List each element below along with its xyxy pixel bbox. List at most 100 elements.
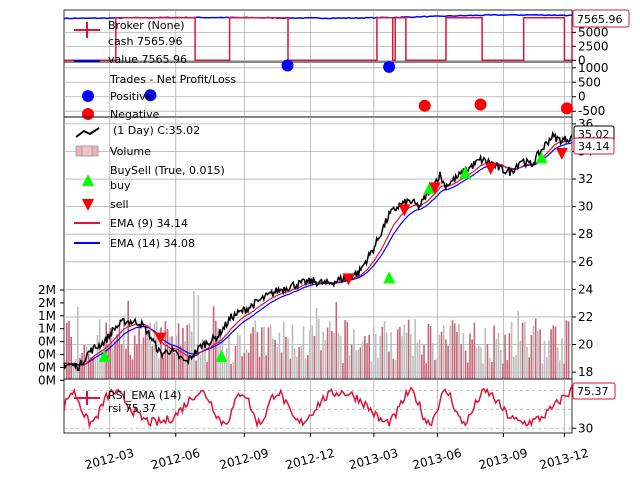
volume-bar (318, 319, 320, 379)
volume-bar (442, 325, 445, 379)
y-tick-label: 0 (578, 53, 586, 67)
cash-line (64, 17, 573, 62)
y-tick-label: 5000 (578, 25, 609, 39)
volume-bar (410, 334, 412, 379)
volume-bar (451, 320, 454, 379)
volume-bar (493, 325, 495, 379)
volume-bar (147, 324, 149, 379)
volume-bar (563, 363, 565, 379)
rsi-legend-title: RSI_EMA (14) (108, 389, 181, 402)
y-tick-label: -500 (578, 104, 605, 118)
volume-bar (375, 334, 377, 379)
volume-bar (559, 360, 561, 379)
x-tick-label: 2012-12 (284, 446, 336, 473)
volume-bar (445, 339, 447, 379)
volume-bar (539, 329, 541, 379)
volume-bar (495, 338, 498, 379)
volume-bar (129, 354, 132, 379)
volume-bar (416, 342, 419, 379)
volume-bar (515, 354, 517, 379)
volume-bar (388, 351, 390, 379)
volume-bar (464, 350, 467, 379)
volume-bar (339, 335, 342, 379)
volume-bar (326, 327, 329, 379)
volume-bar (79, 358, 81, 379)
volume-bar (372, 326, 375, 379)
volume-bar (258, 356, 261, 379)
volume-bar (280, 352, 283, 379)
volume-bar (429, 326, 432, 379)
volume-bar (394, 360, 397, 379)
volume-bar (190, 331, 193, 379)
volume-bar (488, 357, 491, 379)
x-tick-label: 2012-06 (149, 446, 201, 473)
volume-bar (467, 362, 469, 379)
volume-bar (436, 358, 438, 379)
trades-legend: Trades - Net Profit/Loss Positive Negati… (82, 73, 236, 121)
volume-bar (92, 358, 94, 379)
volume-bar (300, 345, 303, 379)
volume-bar (250, 333, 252, 379)
volume-bar (232, 362, 235, 379)
volume-bar (526, 346, 528, 379)
volume-bar (197, 294, 200, 379)
volume-bar (74, 359, 77, 379)
volume-bar (254, 320, 257, 379)
volume-bar (548, 340, 550, 379)
volume-bar (333, 332, 335, 379)
price-legend-ema9: EMA (9) 34.14 (110, 217, 188, 230)
volume-bar (425, 363, 427, 379)
rsi-legend: RSI_EMA (14) rsi 75.37 (74, 389, 181, 415)
x-tick-label: 2012-09 (218, 446, 270, 473)
volume-bar (234, 345, 237, 379)
volume-bar (215, 320, 217, 379)
y-tick-label: 22 (578, 310, 593, 324)
rsi-y-ticks: 30 (572, 421, 593, 435)
volume-bar (217, 327, 219, 379)
volume-bar (296, 357, 298, 379)
price-legend-sell: sell (110, 198, 129, 211)
volume-bar (276, 346, 278, 379)
volume-tick-label: 2M (38, 283, 56, 297)
x-tick-label: 2013-06 (411, 446, 463, 473)
positive-marker-icon (82, 90, 94, 102)
volume-bar (471, 339, 473, 379)
volume-bar (204, 342, 206, 379)
volume-bar (502, 363, 504, 379)
buy-legend-icon (82, 174, 94, 186)
broker-legend: Broker (None) cash 7565.96 value 7565.96 (74, 19, 187, 66)
volume-bar (567, 321, 570, 379)
volume-bar (486, 344, 489, 379)
volume-bar (453, 323, 456, 379)
volume-bar (307, 355, 309, 379)
volume-bar (528, 357, 530, 379)
volume-bar (337, 333, 340, 379)
volume-bar (449, 325, 452, 379)
volume-bar (131, 359, 134, 379)
volume-bar (456, 331, 458, 379)
volume-bar (265, 355, 267, 379)
volume-bar (173, 352, 175, 379)
volume-bar (68, 320, 70, 379)
trades-points (144, 59, 573, 115)
volume-bar (322, 331, 324, 379)
volume-bar (212, 306, 215, 379)
rsi-last-value: 75.37 (577, 385, 609, 398)
volume-tick-label: 0M (38, 360, 56, 374)
volume-bar (434, 360, 436, 379)
volume-bar (440, 331, 443, 379)
volume-bar (309, 330, 311, 379)
trades-legend-title: Trades - Net Profit/Loss (109, 73, 236, 86)
volume-bar (355, 350, 357, 379)
volume-bar (274, 339, 276, 379)
x-tick-label: 2013-12 (538, 446, 590, 473)
volume-bar (101, 349, 103, 379)
volume-bar (427, 324, 430, 379)
volume-bar (112, 348, 114, 379)
volume-bar (311, 325, 313, 379)
sell-marker (342, 273, 355, 286)
volume-bar (313, 335, 316, 379)
volume-bar (287, 338, 289, 379)
